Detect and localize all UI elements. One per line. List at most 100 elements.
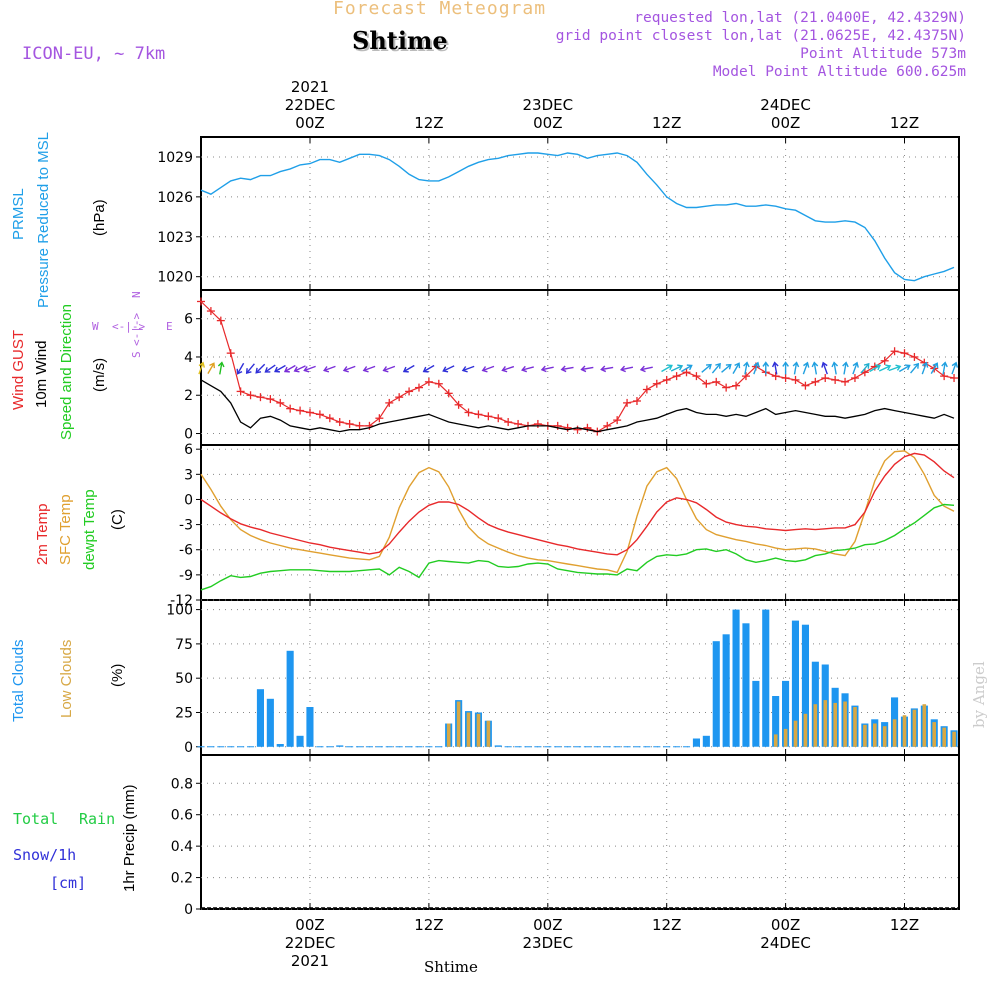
wind-arrow-head: [580, 365, 587, 373]
bottom-date-label: 22DEC: [285, 934, 336, 952]
panel-frames: [200, 136, 960, 910]
wind-arrow-head: [725, 363, 732, 370]
wind-direction-arrow: [640, 366, 653, 371]
wind-arrow-head: [217, 361, 225, 368]
wind-arrow-head: [236, 368, 243, 375]
temp-dewpt-label: dewpt Temp: [81, 489, 98, 570]
wind-direction-arrow: [383, 365, 396, 372]
y-tick-label: 50: [175, 671, 193, 687]
total-cloud-bar: [276, 744, 284, 747]
wind-direction-arrow: [237, 362, 245, 375]
wind-direction-arrow: [561, 366, 574, 371]
wind-arrow-head: [209, 362, 216, 369]
hpa-unit-label: (hPa): [91, 199, 108, 236]
y-tick-label: 0: [184, 740, 193, 756]
wind-direction-arrow: [732, 362, 740, 375]
wind-arrow-head: [852, 361, 859, 368]
precip-snow-label: Snow/1h: [13, 846, 76, 864]
wind-arrow-head: [501, 365, 508, 373]
wind-direction-arrow: [822, 362, 828, 375]
y-tick-label: -3: [179, 518, 193, 534]
sfc-temp-line: [200, 450, 955, 574]
y-tick-label: 2: [184, 388, 193, 404]
wind-arrow-head: [677, 364, 684, 371]
wind-direction-arrow: [802, 362, 809, 375]
wind-arrow-head: [686, 364, 693, 371]
wind-arrow-head: [782, 361, 789, 367]
top-date-label: 24DEC: [760, 96, 811, 114]
y-tick-label: 100: [166, 603, 193, 619]
wind-direction-arrow: [930, 362, 938, 375]
wind-arrow-head: [323, 366, 330, 373]
wind-arrow-head: [442, 366, 449, 373]
wind-direction-arrow: [661, 364, 673, 373]
wind-arrow-head: [863, 362, 870, 369]
requested-coords: requested lon,lat (21.0400E, 42.4329N): [634, 10, 966, 26]
wind-direction-arrow: [833, 362, 837, 375]
total-cloud-bar: [782, 680, 790, 747]
y-tick-label: 1020: [157, 270, 193, 286]
pressure-panel: [200, 152, 955, 282]
low-cloud-bar: [873, 723, 877, 747]
wind-arrow-head: [941, 361, 948, 368]
wind-direction-arrow: [207, 362, 215, 375]
low-cloud-bar: [892, 719, 897, 747]
temp-labels: 2m Temp SFC Temp dewpt Temp (C): [34, 489, 126, 570]
wind-arrow-head: [932, 362, 939, 369]
total-cloud-bar: [702, 735, 710, 747]
precip-total-label: Total: [13, 810, 58, 828]
total-cloud-bar: [296, 735, 304, 747]
wind-arrow-head: [734, 362, 741, 369]
wind-arrow-head: [283, 366, 290, 373]
y-tick-label: -9: [179, 568, 193, 584]
wind-direction-arrow: [621, 366, 634, 371]
wind-direction-arrow: [670, 365, 683, 372]
wind-arrow-head: [904, 364, 911, 371]
model-altitude: Model Point Altitude 600.625m: [712, 64, 966, 80]
compass-we-arrows: <-|->: [112, 320, 145, 333]
wind-direction-arrow: [403, 364, 415, 373]
wind-direction-arrow: [951, 362, 957, 375]
top-date-label: 22DEC: [285, 96, 336, 114]
low-cloud-bar: [466, 712, 471, 747]
top-time-label: 00Z: [771, 114, 800, 132]
wind-direction-arrow: [246, 363, 255, 374]
wind-arrow-head: [422, 366, 429, 373]
wind-direction-arrow: [843, 362, 847, 375]
bottom-time-label: 00Z: [533, 916, 562, 934]
wind-direction-arrow: [852, 362, 858, 375]
wind-direction-arrow: [581, 366, 594, 371]
wind-direction-arrow: [304, 365, 316, 372]
total-cloud-bar: [732, 609, 740, 747]
bottom-time-label: 00Z: [295, 916, 324, 934]
y-tick-label: 75: [175, 637, 193, 653]
wind-direction-arrow: [898, 364, 911, 373]
y-tick-label: 1029: [157, 150, 193, 166]
wind-arrow-head: [803, 361, 810, 368]
y-tick-label: 25: [175, 705, 193, 721]
wind-arrow-head: [951, 361, 959, 368]
wind-arrow-head: [620, 365, 626, 373]
wind-arrow-head: [402, 366, 409, 373]
pressure-msl-label: Pressure Reduced to MSL: [35, 132, 52, 308]
temp-2m-label: 2m Temp: [34, 504, 51, 565]
low-cloud-bar: [932, 722, 936, 747]
wind-arrow-head: [753, 361, 760, 368]
wind-direction-arrow: [219, 362, 223, 375]
low-cloud-bar: [813, 704, 818, 747]
low-cloud-bar: [803, 713, 808, 747]
low-cloud-bar: [942, 727, 946, 747]
wind-direction-arrow: [860, 363, 870, 374]
wind-arrow-head: [875, 364, 882, 371]
wind-arrow-head: [382, 366, 389, 373]
compass-south: S: [130, 351, 143, 358]
panel-frame-3: [200, 444, 960, 601]
wind-arrow-head: [706, 363, 712, 370]
chart-supertitle: Forecast Meteogram: [333, 0, 547, 19]
low-cloud-bar: [912, 709, 917, 747]
wind-arrow-head: [274, 366, 280, 373]
low-cloud-bar: [793, 720, 798, 747]
compass-north: N: [130, 291, 143, 298]
temperature-panel: [200, 450, 955, 591]
